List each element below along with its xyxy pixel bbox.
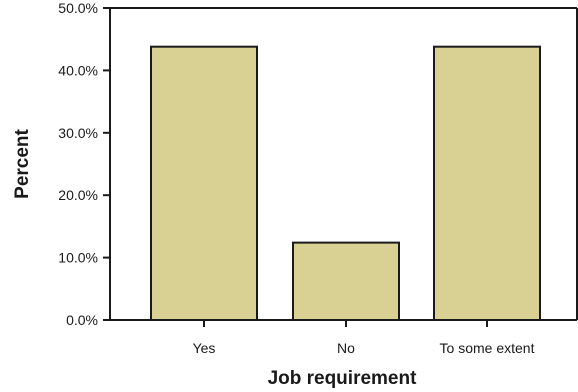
x-tick-label: No	[337, 340, 355, 356]
y-axis-title: Percent	[12, 128, 33, 198]
y-tick-label: 20.0%	[58, 187, 98, 203]
bar-no	[292, 241, 400, 321]
x-tick-label: To some extent	[440, 340, 535, 356]
x-axis: Yes No To some extent	[110, 319, 577, 356]
x-tick-label: Yes	[193, 340, 216, 356]
y-tick-label: 0.0%	[66, 312, 98, 328]
bar-yes	[150, 45, 258, 322]
x-axis-title: Job requirement	[268, 368, 418, 389]
y-tick-label: 10.0%	[58, 250, 98, 266]
y-tick-label: 30.0%	[58, 125, 98, 141]
y-tick-label: 50.0%	[58, 0, 98, 16]
y-tick-label: 40.0%	[58, 62, 98, 78]
bars-group	[150, 45, 541, 322]
y-axis: 0.0% 10.0% 20.0% 30.0% 40.0% 50.0%	[58, 0, 578, 328]
bar-to-some-extent	[433, 45, 541, 322]
